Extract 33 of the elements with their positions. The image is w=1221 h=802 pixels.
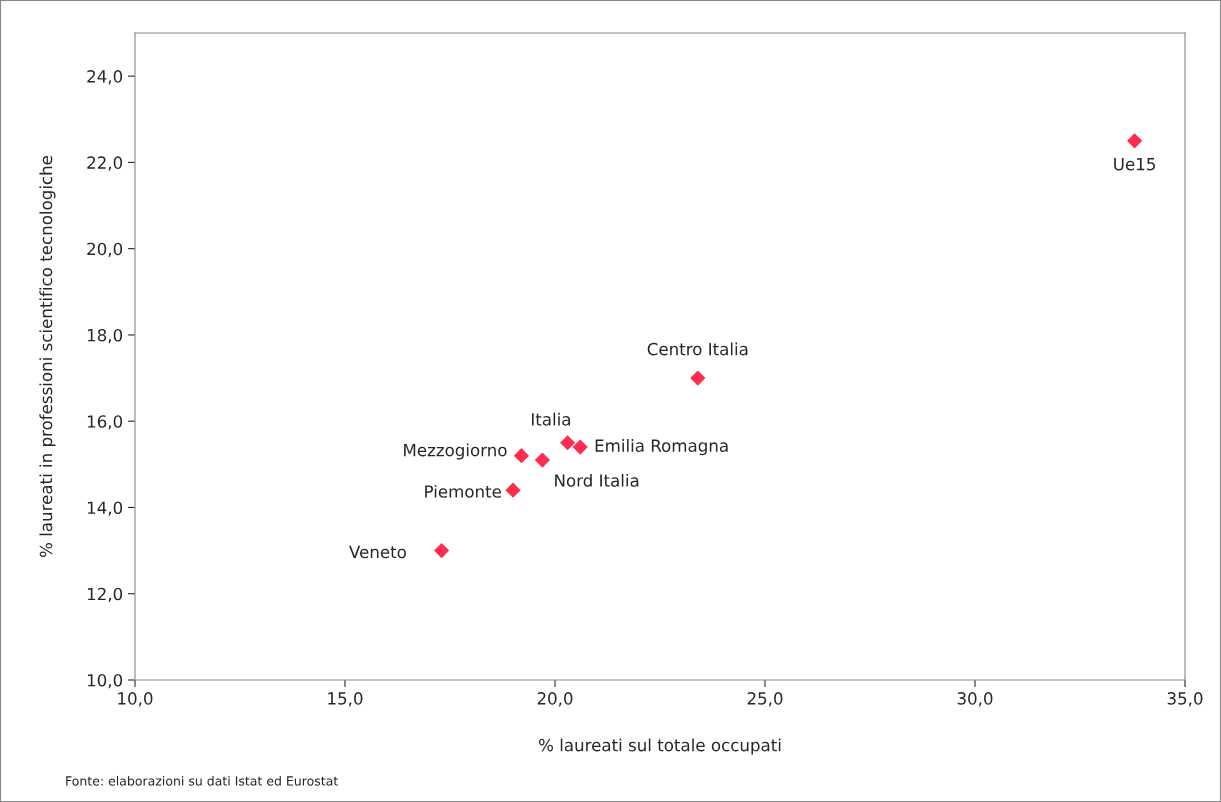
- point: [534, 452, 551, 468]
- y-tick-label: 20,0: [87, 242, 123, 257]
- y-tick-label: 22,0: [87, 156, 123, 171]
- x-axis-title: % laureati sul totale occupati: [539, 738, 781, 755]
- y-tick-label: 14,0: [87, 501, 123, 516]
- source-note: Fonte: elaborazioni su dati Istat ed Eurostat: [66, 775, 338, 786]
- annotation: Nord Italia: [555, 473, 639, 487]
- annotation: Veneto: [349, 545, 406, 559]
- point: [559, 435, 576, 451]
- x-tick-label: 10,0: [118, 692, 153, 707]
- x-tick-label: 15,0: [328, 692, 363, 707]
- y-tick-label: 16,0: [87, 415, 123, 430]
- point: [513, 448, 530, 464]
- x-tick-label: 30,0: [957, 692, 993, 707]
- y-tick-label: 18,0: [87, 328, 123, 344]
- point: [572, 439, 588, 455]
- point: [505, 482, 521, 498]
- point: [1126, 133, 1143, 149]
- annotation: Emilia Romagna: [595, 439, 728, 456]
- y-axis-title: % laureati in professioni scientifico tecnologiche: [39, 155, 56, 557]
- x-tick-label: 20,0: [537, 692, 573, 707]
- x-tick-label: 35,0: [1167, 692, 1203, 707]
- y-tick-label: 12,0: [87, 587, 123, 602]
- y-tick-label: 10,0: [87, 673, 123, 689]
- x-tick-label: 25,0: [747, 692, 783, 707]
- annotation: Mezzogiorno: [404, 443, 507, 460]
- y-tick-label: 24,0: [87, 70, 123, 85]
- point: [690, 370, 706, 386]
- annotation: Centro Italia: [647, 342, 748, 356]
- annotation: Ue15: [1114, 158, 1155, 171]
- annotation: Italia: [532, 412, 570, 426]
- point: [433, 542, 450, 559]
- annotation: Piemonte: [425, 484, 501, 498]
